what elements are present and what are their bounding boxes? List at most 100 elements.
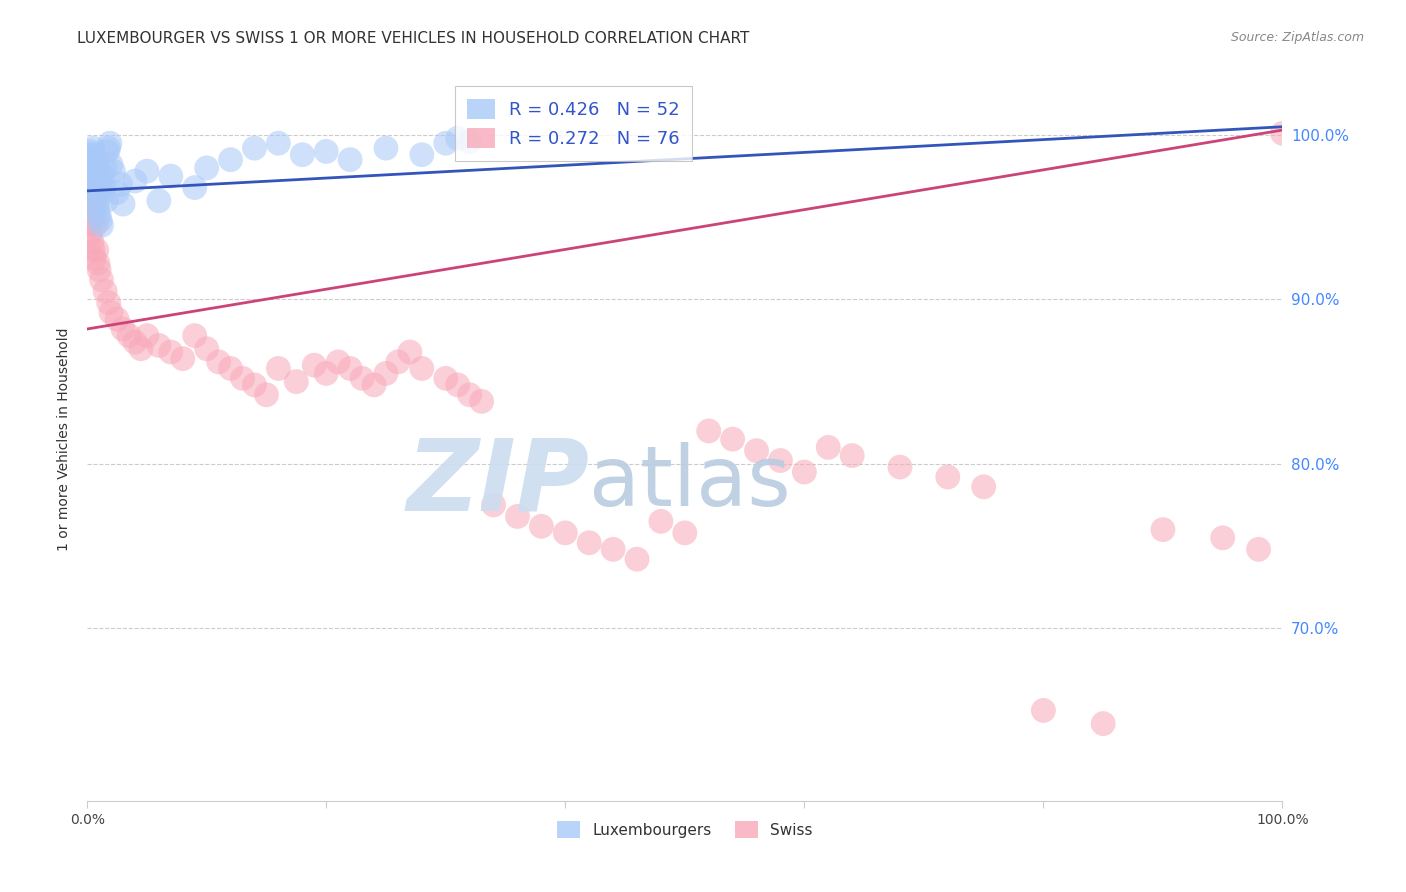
Point: [973, 480, 995, 494]
Point: [458, 135, 481, 149]
Point: [93, 180, 115, 194]
Point: [195, 161, 218, 175]
Point: [1212, 531, 1234, 545]
Point: [118, 328, 141, 343]
Text: atlas: atlas: [589, 442, 792, 523]
Point: [100, 158, 122, 172]
Point: [721, 432, 744, 446]
Point: [91, 169, 114, 183]
Point: [291, 147, 314, 161]
Point: [458, 388, 481, 402]
Point: [243, 378, 266, 392]
Point: [80, 180, 103, 194]
Point: [285, 375, 308, 389]
Point: [530, 519, 553, 533]
Point: [315, 145, 337, 159]
Point: [339, 153, 361, 167]
Point: [82, 141, 104, 155]
Point: [159, 169, 181, 183]
Point: [84, 154, 107, 169]
Point: [87, 202, 110, 216]
Point: [447, 378, 470, 392]
Point: [578, 535, 600, 549]
Point: [411, 147, 433, 161]
Point: [77, 153, 100, 167]
Legend: Luxembourgers, Swiss: Luxembourgers, Swiss: [551, 815, 818, 844]
Point: [339, 361, 361, 376]
Point: [100, 305, 122, 319]
Point: [82, 202, 104, 216]
Point: [124, 335, 146, 350]
Point: [1271, 126, 1294, 140]
Point: [90, 219, 112, 233]
Point: [267, 136, 290, 151]
Point: [94, 161, 117, 175]
Point: [86, 197, 108, 211]
Point: [80, 145, 103, 159]
Y-axis label: 1 or more Vehicles in Household: 1 or more Vehicles in Household: [58, 327, 72, 551]
Point: [80, 180, 103, 194]
Point: [83, 252, 105, 266]
Point: [124, 174, 146, 188]
Point: [434, 136, 457, 151]
Point: [135, 328, 157, 343]
Point: [243, 141, 266, 155]
Point: [793, 465, 815, 479]
Point: [79, 219, 101, 233]
Point: [105, 312, 128, 326]
Point: [129, 342, 152, 356]
Point: [328, 355, 350, 369]
Point: [96, 194, 118, 208]
Point: [471, 394, 494, 409]
Point: [80, 235, 103, 249]
Point: [135, 164, 157, 178]
Point: [105, 186, 128, 200]
Point: [387, 355, 409, 369]
Point: [650, 514, 672, 528]
Point: [554, 525, 576, 540]
Point: [80, 227, 103, 241]
Point: [184, 180, 207, 194]
Point: [1092, 716, 1115, 731]
Point: [110, 178, 132, 192]
Point: [172, 351, 194, 366]
Point: [841, 449, 863, 463]
Point: [352, 371, 374, 385]
Point: [602, 542, 624, 557]
Point: [86, 243, 108, 257]
Point: [673, 525, 696, 540]
Point: [111, 197, 134, 211]
Point: [375, 367, 398, 381]
Point: [89, 213, 111, 227]
Text: LUXEMBOURGER VS SWISS 1 OR MORE VEHICLES IN HOUSEHOLD CORRELATION CHART: LUXEMBOURGER VS SWISS 1 OR MORE VEHICLES…: [77, 31, 749, 46]
Point: [434, 371, 457, 385]
Point: [219, 361, 242, 376]
Point: [1032, 703, 1054, 717]
Point: [1247, 542, 1270, 557]
Point: [111, 322, 134, 336]
Point: [148, 194, 170, 208]
Point: [84, 190, 107, 204]
Point: [745, 443, 768, 458]
Point: [315, 367, 337, 381]
Point: [256, 388, 278, 402]
Point: [82, 178, 104, 192]
Point: [98, 136, 121, 151]
Point: [375, 141, 398, 155]
Point: [817, 441, 839, 455]
Point: [87, 168, 110, 182]
Text: ZIP: ZIP: [406, 434, 589, 531]
Point: [195, 342, 218, 356]
Point: [232, 371, 254, 385]
Point: [506, 509, 529, 524]
Point: [77, 197, 100, 211]
Point: [447, 131, 470, 145]
Point: [267, 361, 290, 376]
Point: [90, 273, 112, 287]
Point: [148, 338, 170, 352]
Point: [87, 174, 110, 188]
Point: [90, 187, 112, 202]
Point: [87, 262, 110, 277]
Point: [80, 151, 103, 165]
Point: [97, 295, 120, 310]
